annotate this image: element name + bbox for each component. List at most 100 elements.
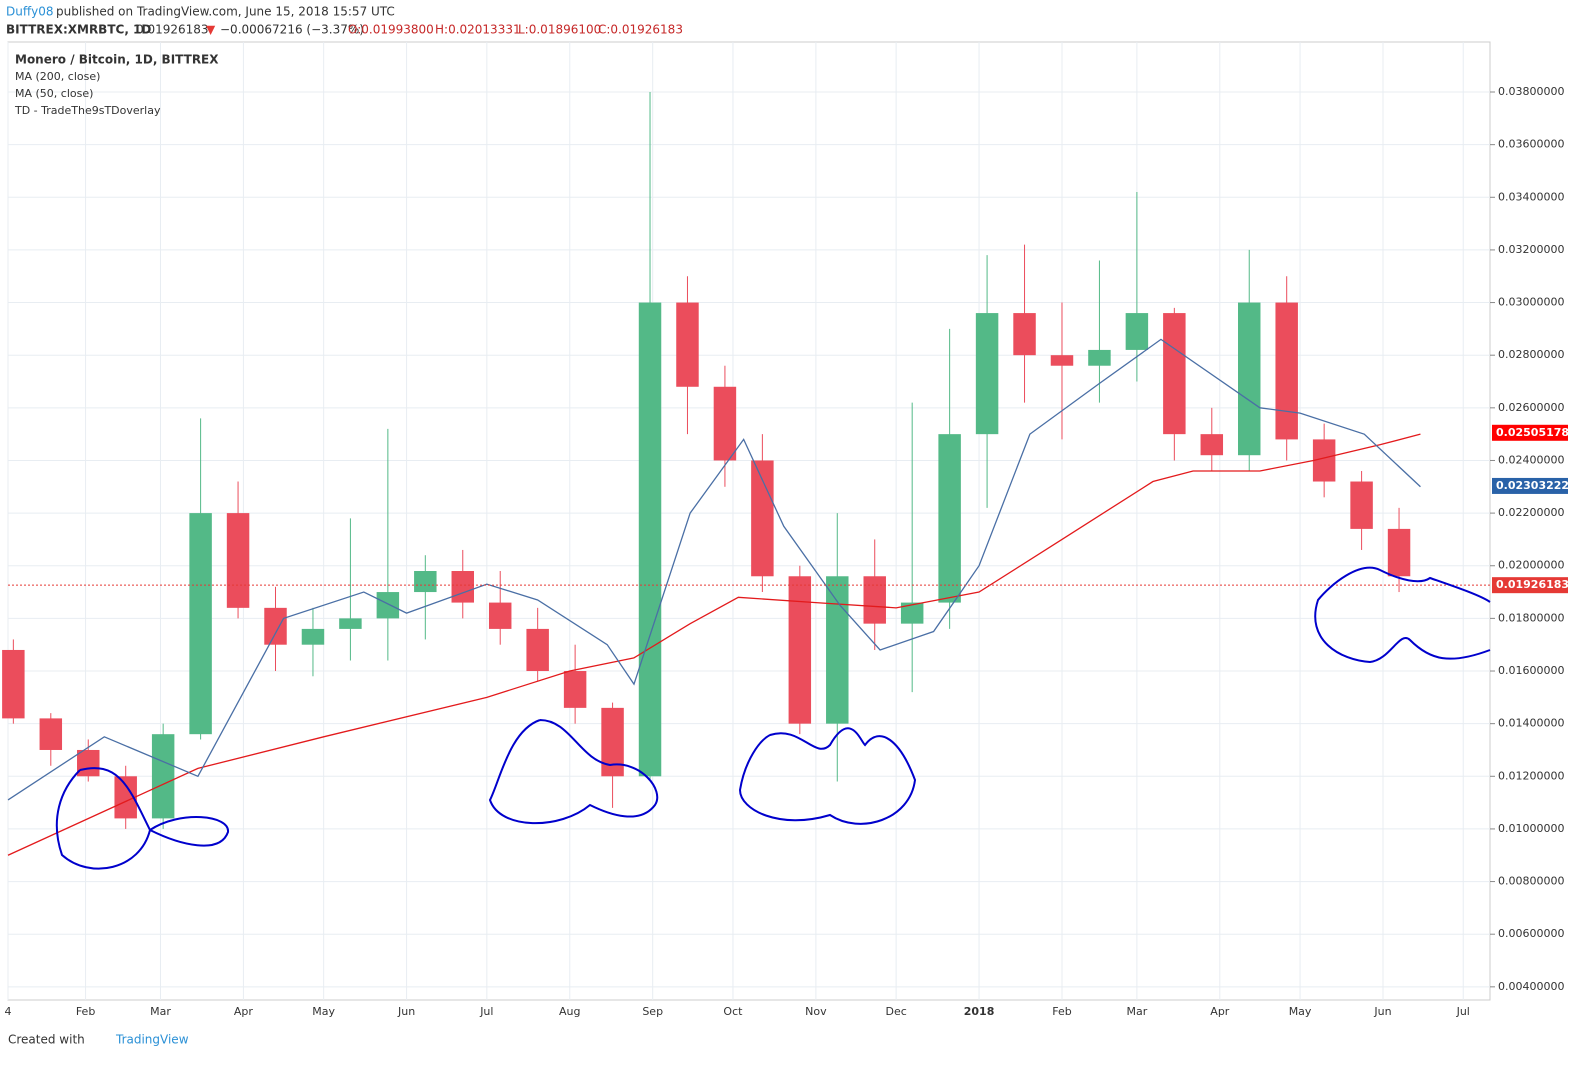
candle-body <box>900 602 924 624</box>
y-tick-label: 0.03600000 <box>1498 138 1564 151</box>
y-tick-label: 0.01200000 <box>1498 769 1564 782</box>
x-tick-label: Sep <box>642 1005 663 1018</box>
candle-body <box>788 576 812 724</box>
x-tick-label: Jul <box>479 1005 493 1018</box>
candle-body <box>264 607 287 645</box>
candle-body <box>1312 439 1336 482</box>
x-tick-label: May <box>1289 1005 1312 1018</box>
y-tick-label: 0.02800000 <box>1498 348 1564 361</box>
candle-body <box>451 571 475 603</box>
close: C:0.01926183 <box>598 23 683 37</box>
candle-body <box>863 576 886 624</box>
candle-body <box>1013 313 1036 356</box>
y-tick-label: 0.03800000 <box>1498 85 1564 98</box>
y-tick-label: 0.02400000 <box>1498 453 1564 466</box>
ma-line <box>7 338 1421 801</box>
candle-body <box>1200 434 1224 456</box>
published: published on TradingView.com, June 15, 2… <box>56 5 395 19</box>
y-tick-label: 0.01800000 <box>1498 611 1564 624</box>
candle-body <box>1163 313 1186 435</box>
footer-created: Created with <box>8 1033 85 1047</box>
candle-body <box>376 592 400 619</box>
candle-body <box>77 749 100 777</box>
legend-title: Monero / Bitcoin, 1D, BITTREX <box>15 53 219 67</box>
last: 0.01926183 <box>136 23 209 37</box>
candle-body <box>563 671 587 708</box>
drawing <box>738 727 917 825</box>
x-tick-label: Aug <box>559 1005 580 1018</box>
drawing <box>1314 566 1491 664</box>
ma-line <box>7 433 1421 856</box>
x-tick-label: Apr <box>1210 1005 1230 1018</box>
candle-body <box>975 313 999 435</box>
price-label-box <box>1492 477 1568 494</box>
y-tick-label: 0.03400000 <box>1498 190 1564 203</box>
plot <box>2 92 1490 856</box>
x-tick-label: Mar <box>150 1005 171 1018</box>
price-label: 0.01926183 <box>1496 578 1569 591</box>
footer-brand[interactable]: TradingView <box>115 1033 189 1047</box>
candle-body <box>39 718 63 750</box>
arrow: ▼ <box>206 23 216 37</box>
y-tick-label: 0.02200000 <box>1498 506 1564 519</box>
candle-body <box>1275 302 1298 440</box>
x-tick-label: Feb <box>1052 1005 1071 1018</box>
candle-body <box>1050 355 1074 366</box>
symbol: BITTREX:XMRBTC, 1D <box>6 23 151 37</box>
author[interactable]: Duffy08 <box>6 5 53 19</box>
y-tick-label: 0.00800000 <box>1498 875 1564 888</box>
change: −0.00067216 (−3.37%) <box>220 23 364 37</box>
x-tick-label: 2018 <box>964 1005 995 1018</box>
candle-body <box>414 571 437 593</box>
y-tick-label: 0.00400000 <box>1498 980 1564 993</box>
legend-entry: MA (200, close) <box>15 70 100 83</box>
x-tick-label: Oct <box>723 1005 743 1018</box>
y-tick-label: 0.03000000 <box>1498 296 1564 309</box>
candle-body <box>151 734 175 819</box>
candle-body <box>301 628 325 645</box>
candle-body <box>751 460 774 577</box>
y-tick-label: 0.02000000 <box>1498 559 1564 572</box>
drawing <box>488 719 659 825</box>
candle-body <box>601 707 624 777</box>
candle-body <box>488 602 512 629</box>
candle-body <box>226 513 250 608</box>
candle-body <box>713 386 737 461</box>
candle-body <box>676 302 699 387</box>
y-tick-label: 0.00600000 <box>1498 927 1564 940</box>
candle-body <box>526 628 549 672</box>
candle-body <box>114 776 137 819</box>
x-tick-label: May <box>312 1005 335 1018</box>
y-tick-label: 0.02600000 <box>1498 401 1564 414</box>
x-tick-label: Jun <box>397 1005 415 1018</box>
price-label: 0.02303222 <box>1496 479 1569 492</box>
price-label: 0.02505178 <box>1496 426 1569 439</box>
candle-body <box>1350 481 1373 529</box>
x-tick-label: Jun <box>1373 1005 1391 1018</box>
y-tick-label: 0.03200000 <box>1498 243 1564 256</box>
drawing <box>55 767 229 870</box>
x-tick-label: Nov <box>805 1005 827 1018</box>
candle-body <box>638 302 662 777</box>
y-tick-label: 0.01000000 <box>1498 822 1564 835</box>
price-label-box <box>1492 424 1568 441</box>
candle-body <box>2 649 25 719</box>
low: L:0.01896100 <box>518 23 601 37</box>
x-tick-label: Feb <box>76 1005 95 1018</box>
open: O:0.01993800 <box>348 23 434 37</box>
x-tick-label: Mar <box>1127 1005 1148 1018</box>
candle-body <box>1125 313 1149 350</box>
candle-body <box>189 513 212 735</box>
y-tick-label: 0.01400000 <box>1498 717 1564 730</box>
x-tick-label: Apr <box>234 1005 254 1018</box>
legend-entry: TD - TradeThe9sTDoverlay <box>14 104 161 117</box>
high: H:0.02013331 <box>435 23 521 37</box>
candle-body <box>826 576 849 724</box>
candle-body <box>938 434 961 603</box>
grid <box>7 42 1495 1000</box>
candle-body <box>1088 349 1111 366</box>
y-tick-label: 0.01600000 <box>1498 664 1564 677</box>
